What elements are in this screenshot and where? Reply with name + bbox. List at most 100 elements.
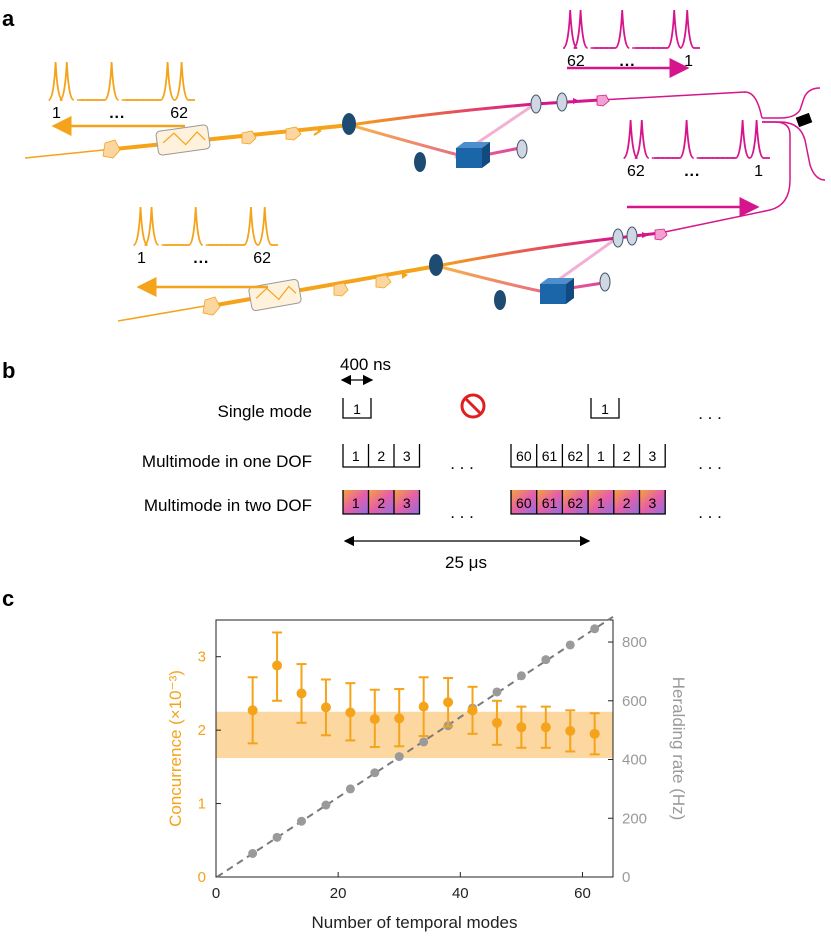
y-left-tick-label: 1 bbox=[198, 796, 206, 813]
ellipsis: . . . bbox=[698, 454, 722, 473]
period-label: 25 μs bbox=[445, 553, 487, 572]
concurrence-point bbox=[369, 714, 380, 725]
pulse-train-pink-upper: 62 ··· 1 bbox=[562, 9, 700, 78]
waveplate-icon bbox=[402, 272, 408, 279]
heralding-point bbox=[321, 800, 331, 810]
pulse-train-orange-lower: 1 ··· 62 bbox=[133, 206, 278, 297]
bin-outline bbox=[510, 490, 666, 515]
pulse-last-label: 1 bbox=[754, 163, 763, 180]
filter-icon bbox=[241, 130, 257, 145]
ellipsis: . . . bbox=[450, 503, 474, 522]
y-right-tick-label: 600 bbox=[622, 693, 647, 710]
heralding-point bbox=[516, 671, 526, 681]
pulse-waveform bbox=[133, 206, 278, 246]
bin-number: 60 bbox=[516, 448, 532, 464]
lens-icon bbox=[102, 139, 121, 159]
mirror-icon bbox=[530, 94, 542, 114]
heralding-point bbox=[345, 784, 355, 794]
waveplate-icon bbox=[313, 126, 322, 136]
scale-label: 400 ns bbox=[340, 355, 391, 374]
coupler-icon bbox=[654, 228, 668, 241]
heralding-point bbox=[394, 752, 404, 762]
ellipsis: . . . bbox=[698, 503, 722, 522]
heralding-point bbox=[297, 816, 307, 826]
y-left-tick-label: 0 bbox=[198, 869, 206, 886]
bin-number: 62 bbox=[567, 495, 583, 511]
pulse-waveform bbox=[623, 119, 770, 159]
time-bin bbox=[342, 398, 372, 419]
concurrence-point bbox=[345, 707, 356, 718]
time-bin-fill bbox=[394, 490, 420, 514]
concurrence-point bbox=[418, 701, 429, 712]
concurrence-point bbox=[467, 705, 478, 716]
lens-icon bbox=[285, 126, 302, 141]
x-tick-label: 60 bbox=[574, 885, 591, 902]
concurrence-point bbox=[565, 725, 576, 736]
pulse-dots: ··· bbox=[684, 167, 700, 184]
two-dof-bins-right: 60 61 62 1 2 3 bbox=[510, 490, 666, 515]
pulse-first-label: 1 bbox=[137, 250, 146, 267]
heralding-point bbox=[248, 849, 258, 859]
one-dof-bins-left: 1 2 3 bbox=[342, 444, 421, 468]
y-right-tick-label: 200 bbox=[622, 810, 647, 827]
heralding-point bbox=[492, 687, 502, 697]
bin-number: 2 bbox=[623, 495, 631, 511]
panel-a: a bbox=[2, 6, 826, 322]
time-bin-fill bbox=[639, 490, 666, 514]
bin-number: 60 bbox=[516, 495, 532, 511]
bin-number: 2 bbox=[623, 448, 631, 464]
panel-c-label: c bbox=[2, 586, 14, 611]
concurrence-point bbox=[516, 722, 527, 733]
bin-number: 1 bbox=[597, 495, 605, 511]
concurrence-point bbox=[296, 688, 307, 699]
two-dof-bins-left: 1 2 3 bbox=[342, 490, 421, 515]
waveplate-icon bbox=[626, 226, 638, 246]
bin-number: 2 bbox=[377, 495, 385, 511]
bin-outline bbox=[510, 444, 666, 468]
fiber bbox=[659, 121, 791, 234]
pulse-first-label: 62 bbox=[627, 163, 645, 180]
heralding-point bbox=[541, 655, 551, 665]
mirror-icon bbox=[599, 272, 611, 292]
bin-number: 3 bbox=[648, 495, 656, 511]
x-tick-label: 0 bbox=[212, 885, 220, 902]
mirror-icon bbox=[414, 152, 426, 172]
plot-frame bbox=[215, 619, 614, 878]
time-bin-fill bbox=[562, 490, 589, 514]
pulse-waveform bbox=[48, 61, 195, 101]
x-axis-label: Number of temporal modes bbox=[312, 913, 518, 932]
bin-number: 61 bbox=[542, 495, 558, 511]
dichroic-mirror-icon bbox=[342, 113, 356, 135]
concurrence-point bbox=[491, 717, 502, 728]
output-beam bbox=[616, 231, 661, 240]
time-bin-fill bbox=[343, 490, 369, 514]
crystal-icon bbox=[248, 278, 302, 312]
y-left-tick-label: 3 bbox=[198, 649, 206, 666]
filter-icon bbox=[573, 98, 580, 104]
concurrence-point bbox=[589, 728, 600, 739]
dichroic-mirror-icon bbox=[429, 254, 443, 276]
bin-number: 3 bbox=[403, 448, 411, 464]
fiber bbox=[762, 121, 826, 181]
beam-splitter-icon bbox=[795, 112, 813, 128]
heralding-point bbox=[419, 737, 429, 747]
upper-setup bbox=[24, 91, 763, 172]
idler-beam bbox=[436, 264, 604, 294]
heralding-fit-line bbox=[216, 615, 614, 878]
bin-number: 62 bbox=[567, 448, 583, 464]
time-bin-fill bbox=[536, 490, 563, 514]
bin-number: 1 bbox=[353, 401, 361, 417]
bin-number: 1 bbox=[601, 401, 609, 417]
filter-icon bbox=[333, 282, 349, 297]
fiber bbox=[762, 87, 821, 119]
signal-beam bbox=[436, 236, 618, 268]
time-bin-fill bbox=[511, 490, 537, 514]
cube-icon bbox=[540, 278, 574, 304]
y-right-axis-label: Heralding rate (Hz) bbox=[669, 677, 688, 821]
panel-b-label: b bbox=[2, 358, 15, 383]
pulse-train-orange-upper: 1 ··· 62 bbox=[48, 61, 195, 136]
no-entry-icon bbox=[460, 393, 486, 419]
